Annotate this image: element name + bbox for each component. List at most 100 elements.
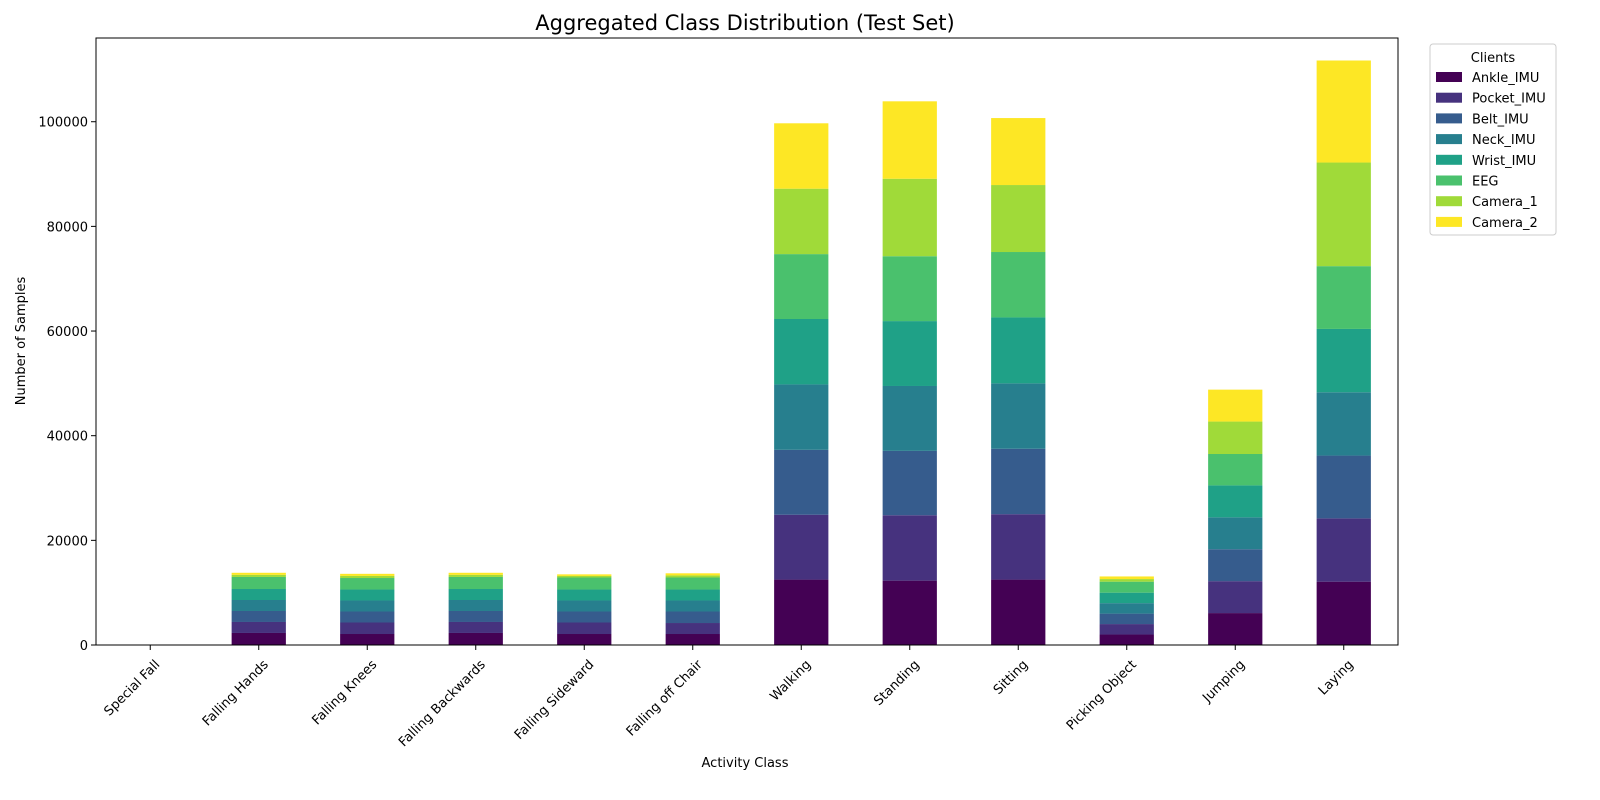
bar-segment (1316, 455, 1371, 519)
bar-segment (774, 579, 829, 645)
bar-segment (665, 577, 720, 590)
legend-swatch (1436, 175, 1462, 186)
bar-segment (1208, 549, 1263, 582)
bar-segment (991, 185, 1046, 253)
bar-segment (882, 101, 937, 179)
bar-segment (1099, 579, 1154, 582)
bar-segment (231, 600, 286, 611)
bar-segment (991, 579, 1046, 645)
legend-swatch (1436, 216, 1462, 227)
bar-segment (1099, 603, 1154, 614)
bar-segment (231, 589, 286, 600)
bar-segment (448, 610, 503, 622)
plot-frame (95, 37, 1399, 646)
legend-box (1429, 43, 1557, 236)
bar-segment (665, 575, 720, 578)
bar-segment (557, 589, 612, 601)
bar-segment (1099, 576, 1154, 580)
bar-segment (991, 118, 1046, 186)
bar-segment (774, 319, 829, 385)
bar-segment (231, 632, 286, 645)
bar-segment (1208, 454, 1263, 486)
bar-segment (1208, 517, 1263, 550)
bar-segment (1316, 581, 1371, 645)
bar-segment (991, 383, 1046, 449)
x-tick-label: Falling Backwards (396, 657, 489, 750)
y-tick-label: 0 (80, 639, 88, 654)
legend-swatch (1436, 72, 1462, 82)
legend-label: Wrist_IMU (1472, 154, 1536, 169)
legend-label: Camera_2 (1472, 216, 1538, 231)
bar-segment (448, 576, 503, 590)
x-tick-label: Falling off Chair (624, 657, 706, 739)
legend-items: Ankle_IMU Pocket_IMU Belt_IMU Neck_IMU Wrist… (1436, 71, 1546, 231)
bar-segment (774, 254, 829, 319)
bar-segment (774, 188, 829, 255)
bar-segment (991, 317, 1046, 384)
x-tick-label: Special Fall (101, 657, 163, 719)
bar-segment (231, 621, 286, 633)
bar-segment (665, 589, 720, 601)
y-tick-label: 20000 (47, 534, 88, 549)
bar-segment (557, 577, 612, 590)
legend: Clients Ankle_IMU Pocket_IMU Belt_IMU Neck_… (1429, 43, 1557, 236)
chart-title: Aggregated Class Distribution (Test Set) (535, 11, 955, 35)
legend-swatch (1436, 134, 1462, 145)
bar-segment (1099, 581, 1154, 593)
bar-segment (882, 256, 937, 322)
legend-label: Ankle_IMU (1472, 71, 1539, 86)
x-tick-label: Standing (871, 657, 923, 709)
x-tick-label: Jumping (1199, 657, 1248, 706)
y-axis: 0 20000 40000 60000 80000 100000 (38, 116, 96, 654)
bars-layer (231, 60, 1371, 645)
bar-segment (231, 576, 286, 590)
bar-segment (448, 572, 503, 575)
bar-segment (557, 611, 612, 623)
bar-segment (882, 580, 937, 645)
x-axis-label: Activity Class (702, 756, 789, 771)
bar-segment (340, 600, 395, 612)
bar-segment (340, 575, 395, 579)
bar-segment (231, 572, 286, 575)
bar-segment (1099, 634, 1154, 645)
legend-label: Pocket_IMU (1472, 92, 1546, 107)
bar-segment (340, 611, 395, 623)
bar-segment (882, 515, 937, 581)
x-tick-label: Walking (767, 657, 814, 704)
bar-segment (1316, 328, 1371, 393)
x-tick-label: Sitting (991, 657, 1031, 697)
y-axis-label: Number of Samples (14, 277, 29, 406)
bar-segment (991, 252, 1046, 318)
bar-segment (774, 123, 829, 189)
x-tick-label: Picking Object (1064, 657, 1140, 733)
bar-segment (882, 450, 937, 516)
bar-segment (340, 589, 395, 601)
bar-segment (557, 574, 612, 576)
bar-segment (448, 600, 503, 611)
legend-swatch (1436, 92, 1462, 103)
bar-segment (665, 634, 720, 645)
bar-segment (991, 514, 1046, 580)
legend-label: Camera_1 (1472, 195, 1538, 210)
bar-segment (774, 384, 829, 450)
y-tick-label: 80000 (47, 220, 88, 235)
bar-segment (1208, 389, 1263, 422)
bar-segment (665, 623, 720, 635)
bar-segment (1208, 613, 1263, 645)
x-tick-label: Laying (1316, 657, 1357, 698)
bar-segment (557, 634, 612, 645)
bar-segment (448, 589, 503, 600)
bar-segment (340, 578, 395, 590)
bar-segment (882, 178, 937, 257)
bar-segment (1316, 60, 1371, 163)
bar-segment (557, 575, 612, 578)
x-axis: Special Fall Falling Hands Falling Knees Fa… (101, 645, 1357, 750)
legend-swatch (1436, 196, 1462, 207)
bar-segment (1316, 518, 1371, 582)
bar-segment (665, 573, 720, 576)
bar-segment (557, 600, 612, 612)
bar-segment (1099, 624, 1154, 635)
bar-segment (665, 611, 720, 624)
bar-segment (448, 632, 503, 645)
